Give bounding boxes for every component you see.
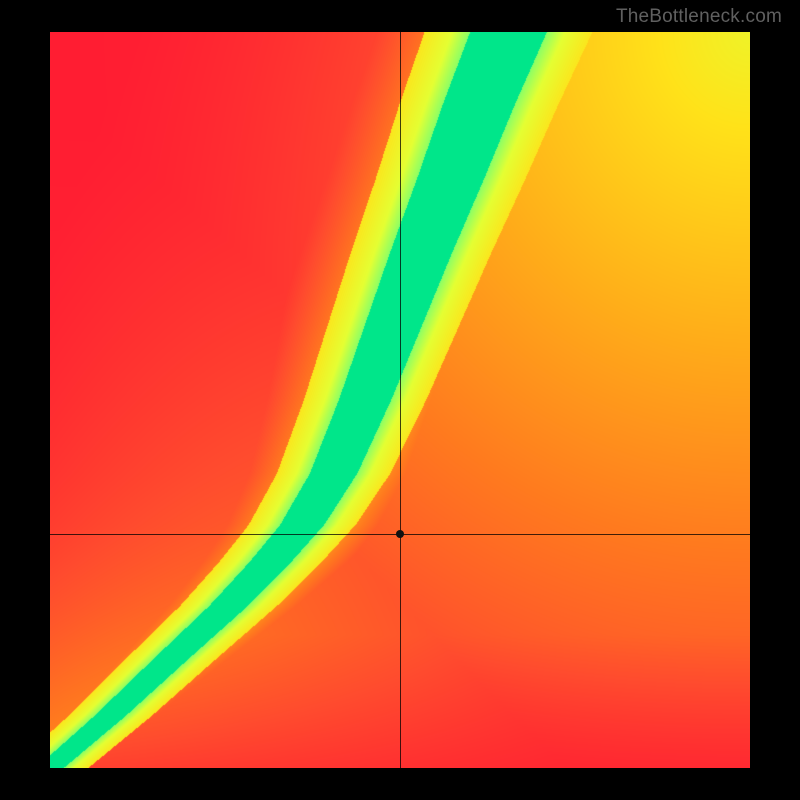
watermark-text: TheBottleneck.com (616, 6, 782, 28)
crosshair-vertical (400, 32, 401, 768)
selection-marker (396, 530, 404, 538)
bottleneck-heatmap (50, 32, 750, 768)
